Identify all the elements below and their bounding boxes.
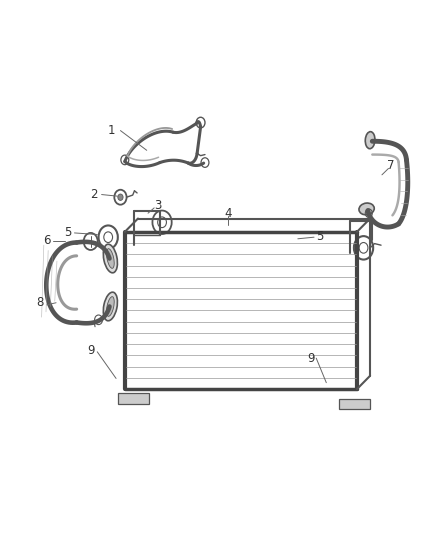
Ellipse shape bbox=[103, 292, 117, 321]
Text: 5: 5 bbox=[316, 230, 323, 243]
Ellipse shape bbox=[103, 244, 117, 273]
Text: 6: 6 bbox=[43, 235, 51, 247]
Bar bbox=[339, 399, 370, 409]
Circle shape bbox=[118, 194, 123, 200]
Ellipse shape bbox=[359, 203, 374, 215]
Ellipse shape bbox=[106, 249, 114, 268]
Text: 5: 5 bbox=[64, 227, 71, 239]
Text: 7: 7 bbox=[387, 159, 395, 172]
Text: 4: 4 bbox=[224, 207, 232, 220]
Text: 9: 9 bbox=[307, 352, 315, 365]
Text: 9: 9 bbox=[87, 344, 95, 357]
Text: 1: 1 bbox=[108, 124, 116, 137]
Text: 8: 8 bbox=[37, 296, 44, 309]
Text: 3: 3 bbox=[154, 199, 161, 212]
Ellipse shape bbox=[365, 132, 375, 149]
Text: 2: 2 bbox=[90, 188, 98, 201]
Bar bbox=[118, 393, 149, 404]
Ellipse shape bbox=[106, 297, 114, 316]
